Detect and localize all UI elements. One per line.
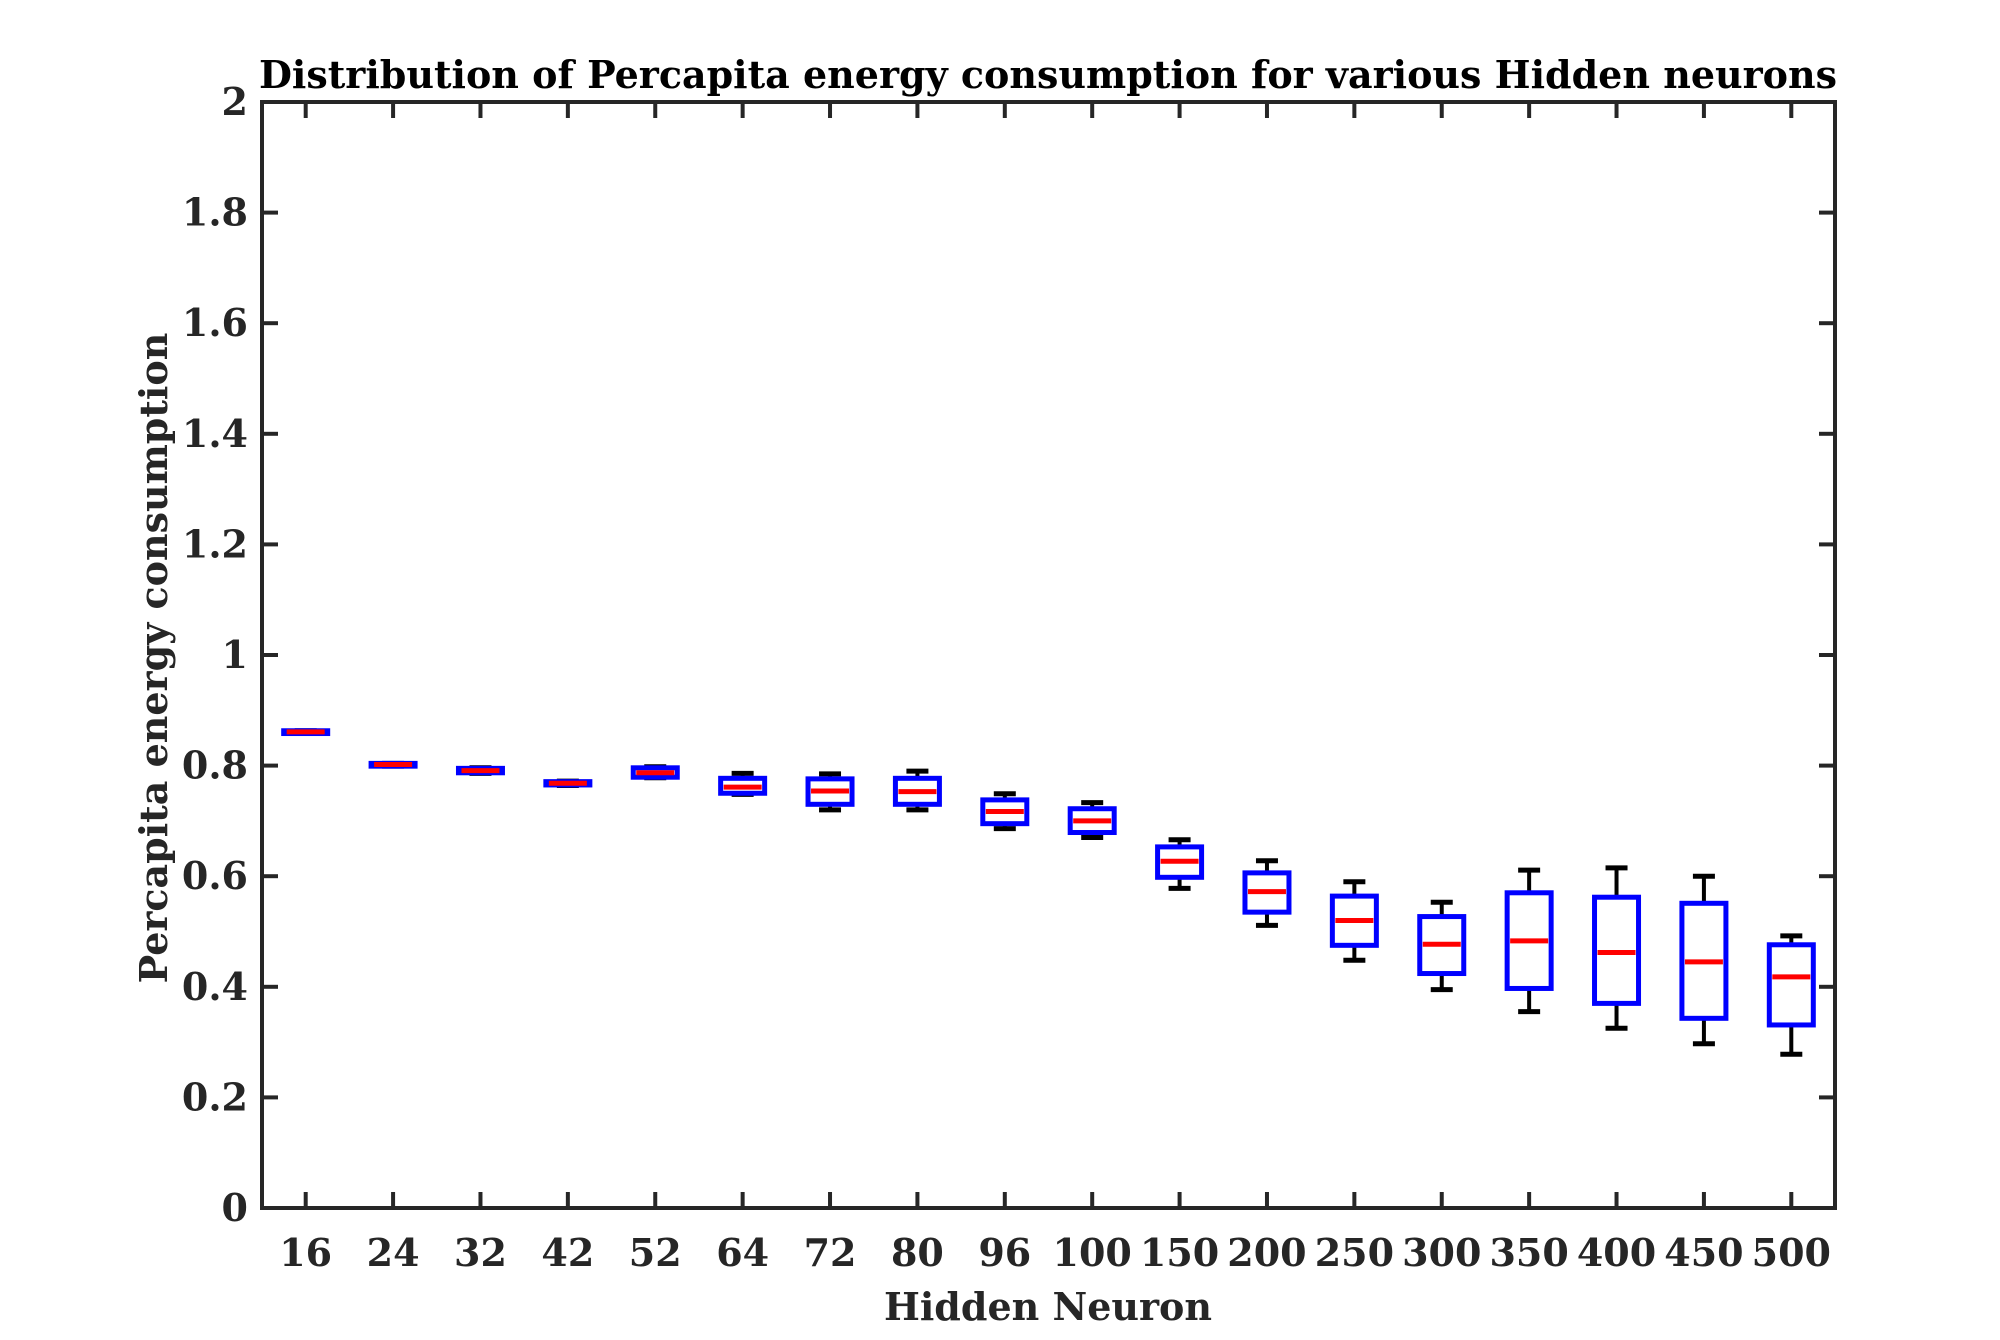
y-tick-label: 0.8 xyxy=(182,743,248,788)
x-tick-label: 450 xyxy=(1664,1230,1743,1275)
x-tick-label: 150 xyxy=(1140,1230,1219,1275)
x-tick-label: 200 xyxy=(1227,1230,1306,1275)
box-iqr xyxy=(1417,914,1467,977)
y-tick-label: 0.2 xyxy=(182,1074,248,1119)
y-axis-label: Percapita energy consumption xyxy=(131,333,176,984)
y-tick-label: 1.4 xyxy=(182,411,248,456)
box-52 xyxy=(630,764,680,781)
box-450 xyxy=(1679,873,1729,1047)
box-200 xyxy=(1242,858,1292,928)
axes-frame xyxy=(260,100,1837,1210)
y-axis-ticks: 0 0.2 0.4 0.6 0.8 1 1.2 1.4 1.6 1.8 2 xyxy=(182,79,1835,1230)
box-300 xyxy=(1417,899,1467,993)
y-tick-label: 1.2 xyxy=(182,521,248,566)
x-tick-label: 64 xyxy=(716,1230,769,1275)
box-iqr xyxy=(1329,893,1379,948)
x-tick-label: 96 xyxy=(978,1230,1031,1275)
x-axis-ticks: 16 24 32 42 52 64 72 80 96 100 150 200 250 300 350 400 4… xyxy=(279,102,1831,1275)
box-500 xyxy=(1766,933,1816,1057)
box-24 xyxy=(368,760,418,769)
x-tick-label: 250 xyxy=(1315,1230,1394,1275)
box-16 xyxy=(281,728,331,737)
x-tick-label: 24 xyxy=(367,1230,420,1275)
box-iqr xyxy=(1504,890,1554,991)
box-400 xyxy=(1592,865,1642,1031)
y-tick-label: 0.6 xyxy=(182,853,248,898)
x-tick-label: 500 xyxy=(1752,1230,1831,1275)
x-tick-label: 350 xyxy=(1489,1230,1568,1275)
box-iqr xyxy=(1592,894,1642,1006)
box-80 xyxy=(892,768,942,813)
box-iqr xyxy=(805,776,855,807)
x-tick-label: 400 xyxy=(1577,1230,1656,1275)
box-350 xyxy=(1504,867,1554,1015)
y-tick-label: 1.8 xyxy=(182,190,248,235)
x-tick-label: 42 xyxy=(541,1230,594,1275)
box-iqr xyxy=(980,797,1030,827)
box-250 xyxy=(1329,879,1379,963)
box-iqr xyxy=(630,765,680,780)
box-72 xyxy=(805,771,855,813)
box-iqr xyxy=(892,775,942,807)
box-42 xyxy=(543,778,593,789)
box-64 xyxy=(718,770,768,797)
y-tick-label: 1 xyxy=(222,632,248,677)
plot-area xyxy=(260,100,1837,1210)
y-tick-label: 0 xyxy=(222,1185,248,1230)
box-150 xyxy=(1155,837,1205,891)
box-iqr xyxy=(1679,900,1729,1021)
box-iqr xyxy=(1067,806,1117,836)
x-tick-label: 80 xyxy=(891,1230,944,1275)
box-series xyxy=(281,728,1816,1057)
x-tick-label: 52 xyxy=(629,1230,682,1275)
x-tick-label: 100 xyxy=(1053,1230,1132,1275)
box-96 xyxy=(980,791,1030,832)
x-axis-label: Hidden Neuron xyxy=(884,1284,1212,1329)
y-tick-label: 1.6 xyxy=(182,300,248,345)
y-tick-label: 0.4 xyxy=(182,964,248,1009)
box-iqr xyxy=(1766,942,1816,1028)
x-tick-label: 16 xyxy=(279,1230,332,1275)
y-tick-label: 2 xyxy=(222,79,248,124)
x-tick-label: 300 xyxy=(1402,1230,1481,1275)
box-32 xyxy=(455,765,505,776)
box-iqr xyxy=(1242,870,1292,915)
box-iqr xyxy=(718,775,768,796)
chart-title: Distribution of Percapita energy consump… xyxy=(259,52,1837,97)
box-iqr xyxy=(1155,844,1205,880)
x-tick-label: 32 xyxy=(454,1230,507,1275)
x-tick-label: 72 xyxy=(804,1230,857,1275)
box-100 xyxy=(1067,800,1117,840)
